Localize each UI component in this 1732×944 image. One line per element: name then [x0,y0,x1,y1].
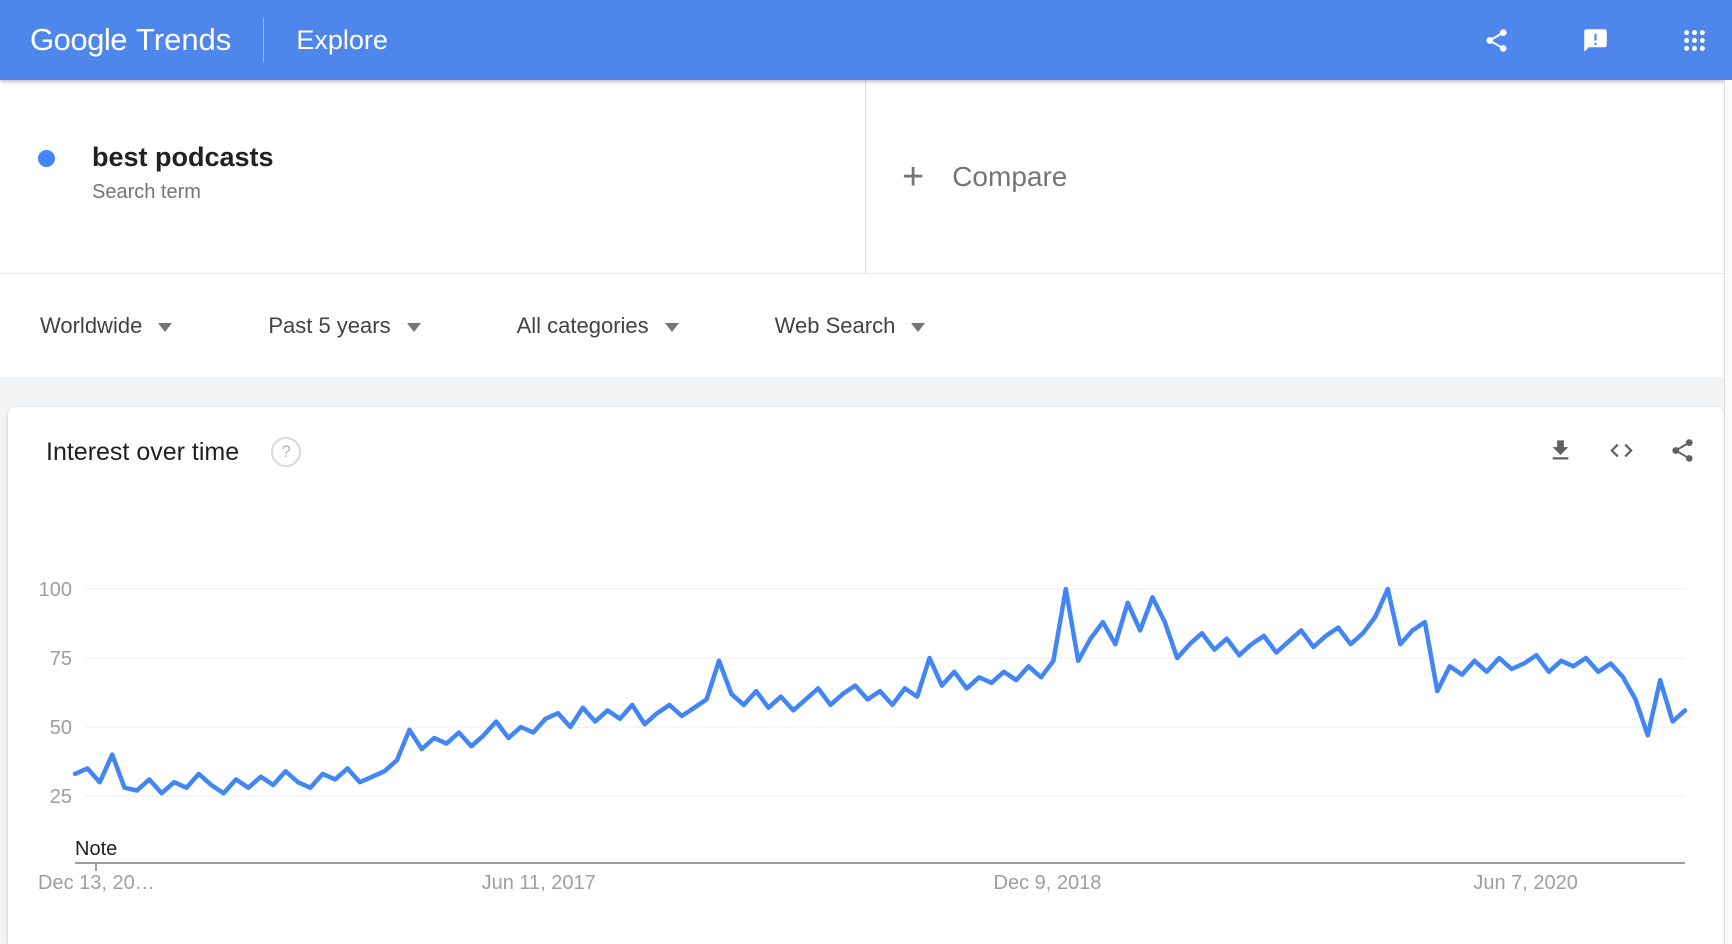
app-header: Google Trends Explore [0,0,1732,80]
chevron-down-icon [406,323,421,332]
svg-text:50: 50 [50,717,72,739]
share-icon[interactable] [1483,27,1510,54]
share-icon[interactable] [1669,437,1696,464]
compare-label: Compare [952,160,1068,192]
search-term-section: best podcasts Search term + Compare [0,80,1732,273]
help-icon[interactable]: ? [271,437,302,467]
filter-category-label: All categories [516,312,649,338]
series-color-dot [38,150,55,167]
filters-bar: Worldwide Past 5 years All categories We… [0,273,1732,377]
filter-region[interactable]: Worldwide [40,312,173,339]
feedback-icon[interactable] [1582,27,1609,54]
interest-over-time-chart[interactable]: 100 75 50 25 Dec 13, 20… Jun 11, 2017 Dec 9, 2… [8,407,1724,944]
interest-over-time-card: Interest over time ? 100 75 50 25 Dec 13, 20… [8,407,1724,944]
card-icon-group [1547,437,1696,464]
svg-text:25: 25 [50,786,72,808]
logo-trends-text: Trends [135,22,232,57]
search-term-value: best podcasts [92,142,274,172]
chevron-down-icon [911,323,926,332]
google-trends-logo[interactable]: Google Trends [30,22,231,58]
filter-search-type-label: Web Search [774,312,896,338]
filter-search-type[interactable]: Web Search [775,313,926,339]
svg-text:75: 75 [50,648,72,670]
search-term-type: Search term [92,181,201,203]
scrollbar-track[interactable] [1724,80,1732,944]
svg-text:100: 100 [39,579,72,601]
search-term-card[interactable]: best podcasts Search term [0,80,866,273]
filter-region-label: Worldwide [40,312,143,338]
header-icon-group [1483,27,1732,54]
filter-time-range-label: Past 5 years [268,312,391,338]
svg-text:Jun 7, 2020: Jun 7, 2020 [1473,872,1578,894]
card-title: Interest over time [46,437,240,466]
svg-text:Dec 9, 2018: Dec 9, 2018 [994,872,1102,894]
embed-icon[interactable] [1608,437,1635,464]
filter-category[interactable]: All categories [517,313,679,339]
svg-text:Dec 13, 20…: Dec 13, 20… [38,872,155,894]
filter-time-range[interactable]: Past 5 years [268,312,421,339]
apps-grid-icon[interactable] [1681,27,1708,54]
plus-icon: + [902,155,925,198]
header-divider [263,18,265,62]
search-term-text: best podcasts Search term [92,142,274,273]
chevron-down-icon [664,323,679,332]
chevron-down-icon [158,323,173,332]
svg-text:Note: Note [75,838,117,860]
logo-google-text: Google [30,22,127,57]
download-icon[interactable] [1547,437,1574,464]
compare-button[interactable]: + Compare [866,80,1732,273]
card-title-row: Interest over time ? [46,437,302,467]
page-title: Explore [296,24,388,55]
svg-text:Jun 11, 2017: Jun 11, 2017 [482,872,596,894]
